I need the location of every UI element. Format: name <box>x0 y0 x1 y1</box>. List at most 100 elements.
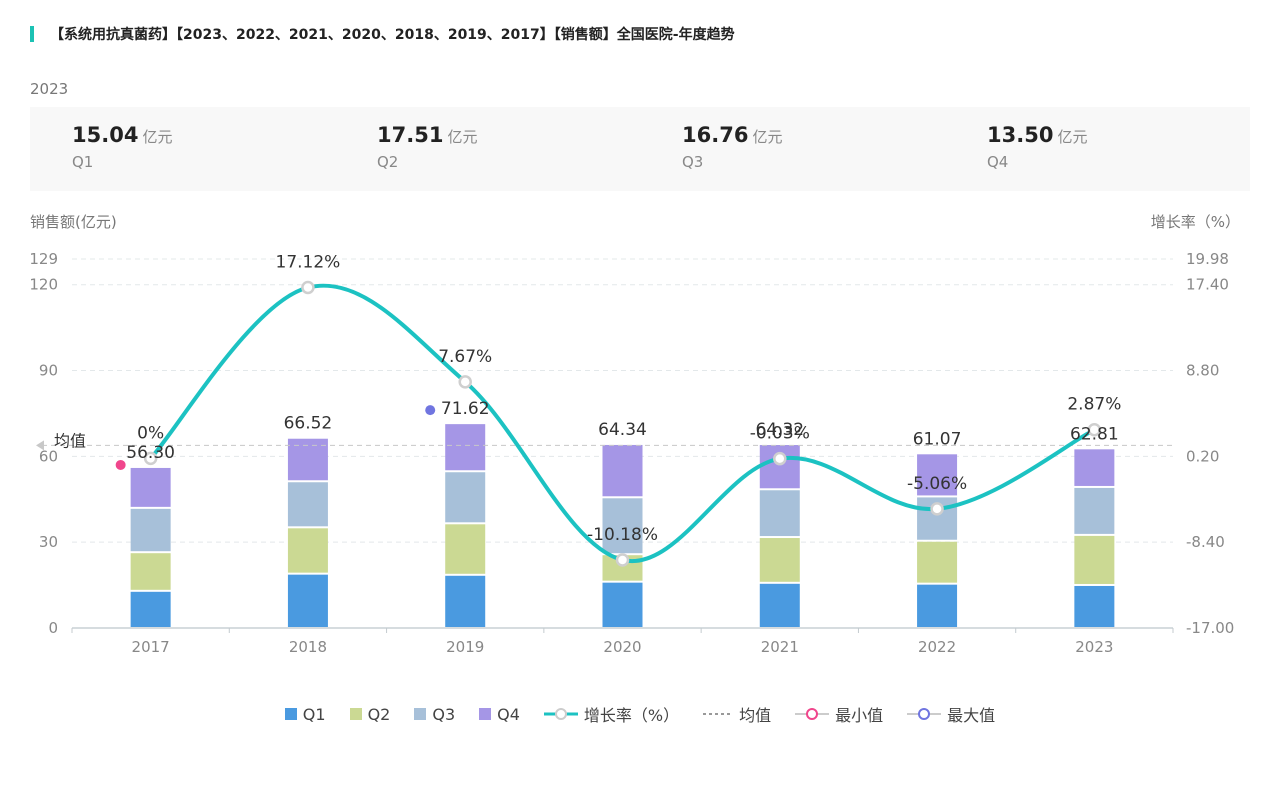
growth-point <box>143 451 158 466</box>
growth-label: -10.18% <box>587 525 658 545</box>
bar-segment-q1 <box>602 582 643 627</box>
bar-segment-q1 <box>130 591 171 627</box>
y2-tick-label: 17.40 <box>1186 276 1229 294</box>
bar-segment-q3 <box>1074 487 1115 534</box>
title-accent-bar <box>30 26 34 42</box>
kpi-unit: 亿元 <box>752 128 783 146</box>
legend-label: 均值 <box>739 706 772 725</box>
chart-title: 【系统用抗真菌药】【2023、2022、2021、2020、2018、2019、… <box>50 27 735 43</box>
bar-segment-q2 <box>287 528 328 573</box>
legend-swatch-q4 <box>479 708 492 720</box>
growth-point <box>773 451 787 466</box>
legend-swatch-q1 <box>284 708 297 720</box>
bars <box>130 424 1115 627</box>
legend-item-max[interactable]: 最大值 <box>907 702 995 726</box>
line-circle-icon <box>795 708 830 720</box>
min-value-marker <box>115 459 126 470</box>
total-label: 64.34 <box>598 420 647 440</box>
legend-item-average[interactable]: 均值 <box>703 702 771 726</box>
bar-segment-q2 <box>759 538 800 582</box>
legend-swatch-q2 <box>349 708 362 720</box>
kpi-value: 16.76 <box>682 123 749 147</box>
bar-segment-q2 <box>130 553 171 590</box>
max-value-marker <box>425 405 436 416</box>
growth-point <box>1087 422 1102 437</box>
total-label: 62.81 <box>1070 424 1119 444</box>
growth-label: 2.87% <box>1067 395 1121 415</box>
legend-swatch-q3 <box>414 708 427 720</box>
kpi-value: 15.04 <box>72 123 139 147</box>
bar-segment-q4 <box>759 445 800 489</box>
chart-svg: 销售额(亿元) 增长率（%） 0 30 60 90 120 129 -17.00 -8.40… <box>29 213 1240 656</box>
growth-point <box>458 375 472 389</box>
y-axis-ticks: 0 30 60 90 120 129 <box>29 250 58 637</box>
kpi-label: Q3 <box>682 153 704 171</box>
x-axis: 2017 2018 2019 2020 2021 2022 2023 <box>71 627 1174 656</box>
y2-axis-title: 增长率（%） <box>1151 213 1240 231</box>
bar-segment-q2 <box>917 541 958 583</box>
growth-label: 7.67% <box>438 347 492 367</box>
legend-item-min[interactable]: 最小值 <box>795 702 883 726</box>
line-circle-icon <box>543 708 578 720</box>
y-tick-label: 90 <box>39 362 58 380</box>
x-tick-label: 2017 <box>132 638 170 656</box>
bar-segment-q1 <box>287 574 328 627</box>
growth-label: -5.06% <box>907 474 967 494</box>
growth-point <box>301 280 315 295</box>
legend-item-q1[interactable]: Q1 <box>284 704 326 724</box>
kpi-panel: 15.04 亿元 Q1 17.51 亿元 Q2 16.76 亿元 Q3 13.50 亿元… <box>30 107 1250 191</box>
average-arrow-icon <box>36 440 44 451</box>
growth-point <box>615 553 630 567</box>
bar-segment-q4 <box>445 424 486 471</box>
legend-label: Q3 <box>432 704 456 724</box>
kpi-label: Q2 <box>377 153 399 171</box>
kpi-q1: 15.04 亿元 Q1 <box>30 107 335 191</box>
bar-segment-q4 <box>917 454 958 496</box>
kpi-q3: 16.76 亿元 Q3 <box>640 107 945 191</box>
x-tick-label: 2021 <box>761 638 799 656</box>
kpi-year: 2023 <box>30 80 69 98</box>
y2-tick-label: 19.98 <box>1186 250 1229 268</box>
kpi-unit: 亿元 <box>447 128 478 146</box>
bar-segment-q4 <box>130 467 171 507</box>
total-label: 61.07 <box>913 429 962 449</box>
kpi-label: Q4 <box>987 153 1009 171</box>
y2-tick-label: 0.20 <box>1186 447 1219 465</box>
bar-segment-q3 <box>130 508 171 552</box>
bar-segment-q2 <box>445 524 486 574</box>
bar-segment-q2 <box>1074 535 1115 584</box>
growth-line <box>143 280 1102 567</box>
kpi-value: 13.50 <box>987 123 1054 147</box>
legend-label: Q1 <box>302 704 326 724</box>
y-axis-title: 销售额(亿元) <box>30 213 117 231</box>
x-tick-label: 2023 <box>1075 638 1113 656</box>
bar-segment-q4 <box>1074 449 1115 486</box>
kpi-q4: 13.50 亿元 Q4 <box>945 107 1250 191</box>
legend-item-q4[interactable]: Q4 <box>479 705 520 724</box>
y2-tick-label: -8.40 <box>1186 533 1225 551</box>
y2-tick-label: 8.80 <box>1186 362 1219 380</box>
kpi-unit: 亿元 <box>1057 128 1088 146</box>
line-circle-icon <box>907 708 942 720</box>
legend-label: 最小值 <box>835 706 884 725</box>
legend-item-growth[interactable]: 增长率（%） <box>543 702 680 726</box>
legend-item-q3[interactable]: Q3 <box>414 705 455 724</box>
bar-segment-q1 <box>759 583 800 627</box>
y-tick-label: 30 <box>39 533 58 551</box>
total-label: 66.52 <box>284 414 333 434</box>
growth-point <box>930 502 944 516</box>
y2-axis-ticks: -17.00 -8.40 0.20 8.80 17.40 19.98 <box>1186 250 1234 637</box>
legend-label: 增长率（%） <box>583 706 680 725</box>
growth-label: 17.12% <box>276 253 341 273</box>
bar-segment-q3 <box>602 498 643 554</box>
bar-segment-q3 <box>445 472 486 523</box>
x-tick-label: 2020 <box>603 638 641 656</box>
legend-label: Q2 <box>367 704 391 724</box>
legend-item-q2[interactable]: Q2 <box>349 704 391 724</box>
growth-label: -0.03% <box>750 424 810 444</box>
legend: Q1 Q2 Q3 Q4 增长率（%） 均值 最小值 最大值 <box>0 702 1280 726</box>
bar-segment-q3 <box>759 490 800 537</box>
x-tick-label: 2022 <box>918 638 956 656</box>
kpi-value: 17.51 <box>377 123 444 147</box>
kpi-unit: 亿元 <box>142 128 173 146</box>
